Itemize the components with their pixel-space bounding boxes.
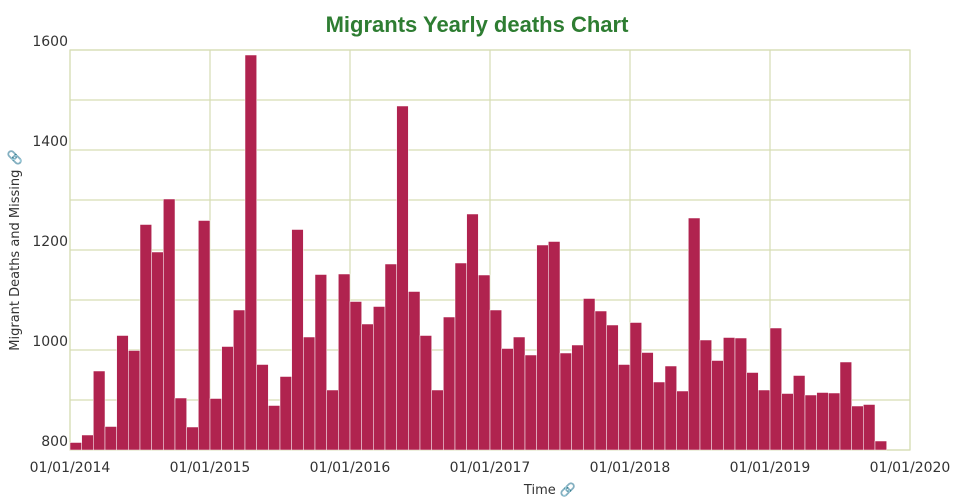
bar	[303, 336, 316, 451]
y-tick-label: 1600	[32, 34, 68, 50]
bar	[571, 344, 584, 451]
x-tick-label: 01/01/2018	[590, 460, 671, 476]
bar	[361, 323, 374, 451]
y-tick-label: 1000	[32, 334, 68, 350]
x-tick-label: 01/01/2019	[730, 460, 811, 476]
bar	[501, 348, 514, 451]
bar	[769, 327, 782, 451]
bar	[688, 217, 701, 451]
bar	[268, 405, 281, 451]
bar	[373, 306, 386, 451]
bar	[104, 426, 117, 451]
y-axis-label: Migrant Deaths and Missing 🔗	[6, 149, 23, 350]
bar	[758, 389, 771, 451]
bar	[454, 262, 467, 451]
bar	[116, 335, 129, 451]
x-tick-label: 01/01/2014	[30, 460, 111, 476]
bar	[524, 354, 537, 451]
bar	[419, 335, 432, 451]
y-tick-label: 1200	[32, 234, 68, 250]
bar	[641, 352, 654, 451]
bar	[629, 322, 642, 451]
bar	[863, 404, 876, 451]
bar	[583, 298, 596, 451]
bar	[618, 364, 631, 451]
bar	[816, 392, 829, 451]
bar	[349, 301, 362, 451]
bar	[69, 442, 82, 451]
y-tick-label: 1400	[32, 134, 68, 150]
bar	[746, 372, 759, 451]
bar	[781, 393, 794, 451]
bar	[128, 350, 141, 451]
bar	[163, 198, 176, 451]
bar	[804, 394, 817, 451]
x-tick-label: 01/01/2017	[450, 460, 531, 476]
bar	[606, 324, 619, 451]
bar	[151, 251, 164, 451]
bar	[279, 376, 292, 451]
y-axis-ticks: 800 1000 1200 1400 1600	[32, 34, 68, 450]
bar	[221, 346, 234, 451]
bar	[244, 54, 257, 451]
x-tick-label: 01/01/2016	[310, 460, 391, 476]
bar	[233, 309, 246, 451]
bar	[513, 336, 526, 451]
bar	[256, 364, 269, 451]
bar	[676, 390, 689, 451]
bar	[291, 229, 304, 451]
bar	[828, 392, 841, 451]
bar	[466, 213, 479, 451]
bar	[478, 274, 491, 451]
x-tick-label: 01/01/2020	[870, 460, 951, 476]
bar	[326, 389, 339, 451]
bar	[664, 365, 677, 451]
bar	[408, 291, 421, 451]
x-axis-label: Time 🔗	[523, 481, 576, 498]
bar	[338, 273, 351, 451]
bar	[548, 241, 561, 451]
bar	[174, 397, 187, 451]
bar	[711, 360, 724, 451]
x-axis-ticks: 01/01/2014 01/01/2015 01/01/2016 01/01/2017…	[30, 460, 951, 476]
bar	[314, 274, 327, 451]
bar	[653, 381, 666, 451]
bar	[198, 220, 211, 451]
x-tick-label: 01/01/2015	[170, 460, 251, 476]
bar	[396, 105, 409, 451]
bar	[723, 337, 736, 451]
bar	[186, 426, 199, 451]
bars	[69, 54, 887, 451]
bar	[793, 375, 806, 451]
bar	[384, 263, 397, 451]
bar	[536, 244, 549, 451]
bar	[839, 361, 852, 451]
bar	[851, 405, 864, 451]
bar	[699, 339, 712, 451]
bar	[93, 370, 106, 451]
bar	[559, 352, 572, 451]
bar	[209, 398, 222, 451]
bar	[489, 309, 502, 451]
bar	[81, 434, 94, 451]
bar	[734, 337, 747, 451]
chart-title: Migrants Yearly deaths Chart	[326, 12, 629, 37]
bar	[431, 389, 444, 451]
bar	[594, 310, 607, 451]
bar	[874, 440, 887, 451]
y-tick-label: 800	[41, 434, 68, 450]
bar	[443, 316, 456, 451]
bar	[139, 224, 152, 451]
